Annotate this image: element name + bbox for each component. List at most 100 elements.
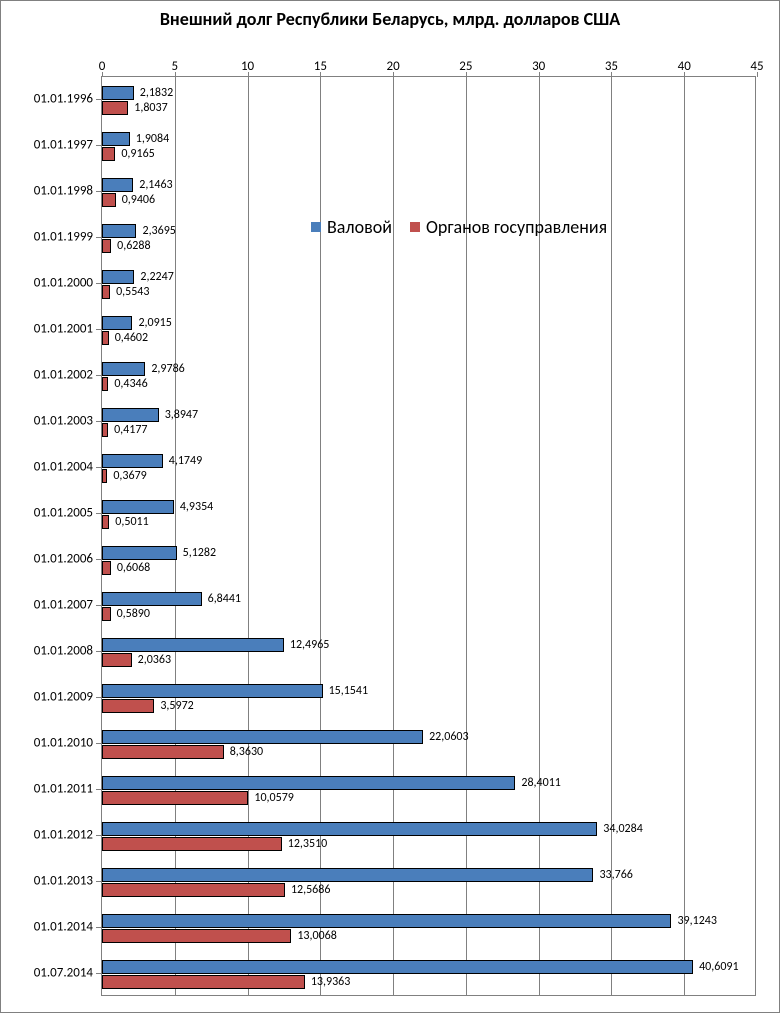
legend-label-gov: Органов госуправления (426, 216, 607, 238)
y-tick-mark (96, 513, 101, 514)
gridline (539, 77, 540, 995)
bar-value-label: 12,3510 (288, 837, 328, 851)
x-tick-label: 0 (99, 59, 106, 74)
y-tick-mark (96, 145, 101, 146)
bar-gov (102, 377, 108, 391)
bar-gross (102, 408, 159, 422)
bar-gross (102, 730, 423, 744)
bar-value-label: 12,5686 (291, 883, 331, 897)
y-tick-mark (96, 99, 101, 100)
bar-gross (102, 224, 136, 238)
gridline (611, 77, 612, 995)
chart-container: Внешний долг Республики Беларусь, млрд. … (0, 0, 780, 1013)
bar-value-label: 12,4965 (290, 638, 330, 652)
y-axis-label: 01.01.2006 (34, 552, 93, 567)
bar-value-label: 0,9165 (121, 147, 154, 161)
y-tick-mark (96, 559, 101, 560)
y-axis-label: 01.01.2005 (34, 506, 93, 521)
bar-gov (102, 331, 109, 345)
bar-value-label: 0,4346 (114, 377, 147, 391)
bar-value-label: 13,0068 (297, 929, 337, 943)
bar-gov (102, 975, 305, 989)
y-axis-label: 01.01.2002 (34, 368, 93, 383)
y-axis-label: 01.01.2007 (34, 598, 93, 613)
y-axis-label: 01.01.2013 (34, 874, 93, 889)
x-tick-label: 20 (387, 59, 400, 74)
gridline (466, 77, 467, 995)
bar-value-label: 0,5011 (115, 515, 148, 529)
bar-value-label: 28,4011 (521, 776, 561, 790)
bar-gross (102, 546, 177, 560)
bar-value-label: 3,5972 (160, 699, 193, 713)
bar-gov (102, 193, 116, 207)
x-tick-label: 35 (605, 59, 618, 74)
bar-gov (102, 745, 224, 759)
y-tick-mark (96, 329, 101, 330)
y-tick-mark (96, 743, 101, 744)
y-axis-label: 01.01.2012 (34, 828, 93, 843)
bar-value-label: 0,6288 (117, 239, 150, 253)
gridline (248, 77, 249, 995)
bar-value-label: 1,8037 (134, 101, 167, 115)
y-tick-mark (96, 927, 101, 928)
legend: Валовой Органов госуправления (311, 216, 607, 238)
bar-value-label: 0,3679 (113, 469, 146, 483)
bar-gov (102, 929, 291, 943)
y-tick-mark (96, 605, 101, 606)
bar-value-label: 8,3630 (230, 745, 263, 759)
bar-gross (102, 86, 134, 100)
bar-value-label: 22,0603 (429, 730, 469, 744)
bar-value-label: 2,1832 (140, 86, 173, 100)
y-tick-mark (96, 789, 101, 790)
y-tick-mark (96, 191, 101, 192)
bar-value-label: 5,1282 (183, 546, 216, 560)
gridline (393, 77, 394, 995)
bar-gross (102, 270, 134, 284)
y-axis-label: 01.07.2014 (34, 966, 93, 981)
y-axis-label: 01.01.2001 (34, 322, 93, 337)
y-axis-label: 01.01.2000 (34, 276, 93, 291)
gridline (320, 77, 321, 995)
y-tick-mark (96, 651, 101, 652)
x-tick-label: 5 (171, 59, 178, 74)
y-axis-label: 01.01.2010 (34, 736, 93, 751)
y-tick-mark (96, 283, 101, 284)
y-axis-label: 01.01.2014 (34, 920, 93, 935)
y-tick-mark (96, 237, 101, 238)
bar-gross (102, 684, 323, 698)
bar-value-label: 0,4602 (115, 331, 148, 345)
y-axis-label: 01.01.2009 (34, 690, 93, 705)
bar-value-label: 2,2247 (140, 270, 173, 284)
bar-value-label: 34,0284 (603, 822, 643, 836)
bar-gross (102, 132, 130, 146)
legend-label-gross: Валовой (327, 216, 392, 238)
x-tick-label: 10 (241, 59, 254, 74)
y-tick-mark (96, 881, 101, 882)
bar-gross (102, 914, 671, 928)
bar-value-label: 15,1541 (329, 684, 369, 698)
bar-value-label: 4,9354 (180, 500, 213, 514)
y-axis-label: 01.01.1999 (34, 230, 93, 245)
bar-value-label: 40,6091 (699, 960, 739, 974)
x-tick-label: 15 (314, 59, 327, 74)
bar-gov (102, 469, 107, 483)
y-tick-mark (96, 467, 101, 468)
bar-gross (102, 868, 593, 882)
bar-value-label: 0,4177 (114, 423, 147, 437)
bar-value-label: 0,5890 (117, 607, 150, 621)
bar-value-label: 0,5543 (116, 285, 149, 299)
x-tick-label: 40 (678, 59, 691, 74)
gridline (684, 77, 685, 995)
bar-gross (102, 178, 133, 192)
bar-gov (102, 423, 108, 437)
bar-value-label: 4,1749 (169, 454, 202, 468)
bar-gross (102, 822, 597, 836)
y-axis-labels: 01.01.199601.01.199701.01.199801.01.1999… (1, 76, 101, 996)
bar-gov (102, 653, 132, 667)
bar-gross (102, 500, 174, 514)
legend-item-gross: Валовой (311, 216, 392, 238)
y-tick-mark (96, 697, 101, 698)
bar-value-label: 10,0579 (254, 791, 294, 805)
chart-title: Внешний долг Республики Беларусь, млрд. … (1, 1, 779, 35)
bar-gov (102, 515, 109, 529)
